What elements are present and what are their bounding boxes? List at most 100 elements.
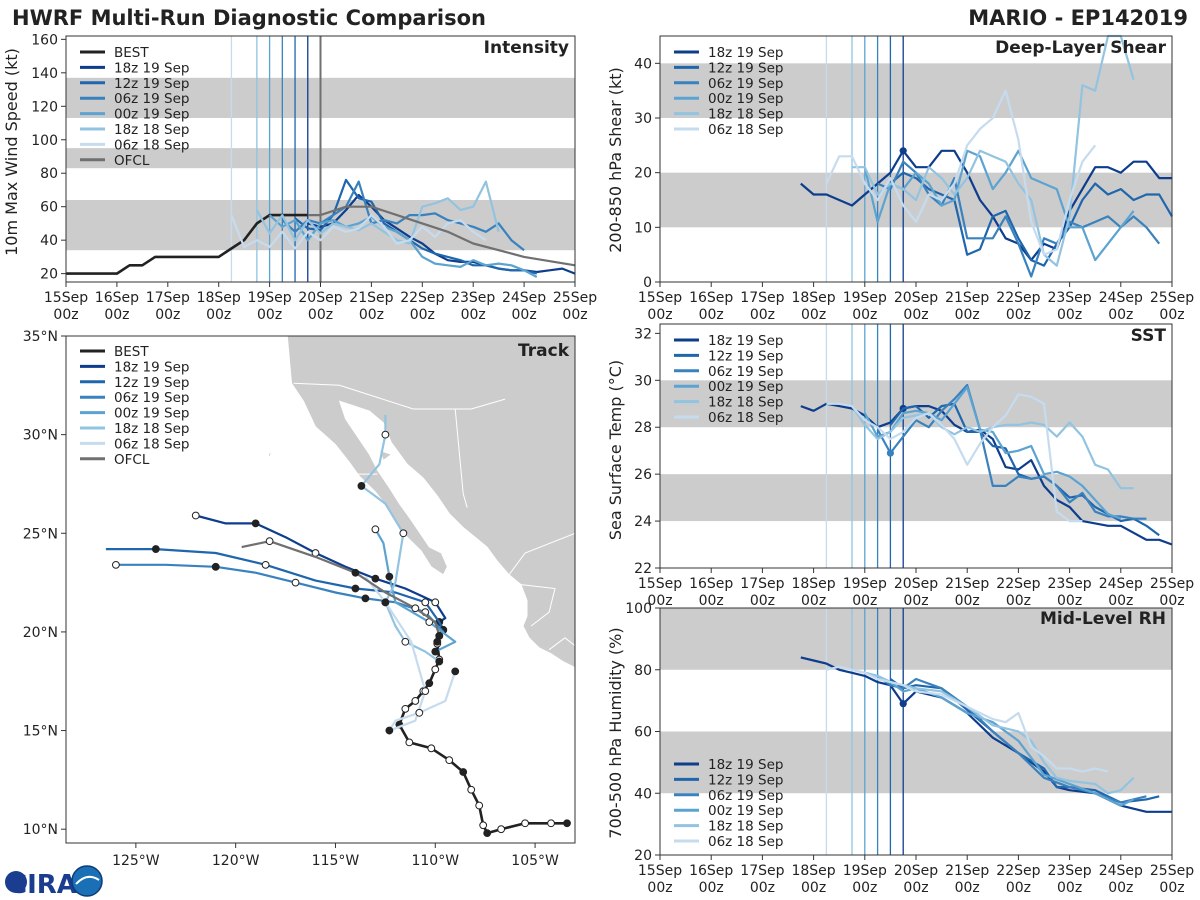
shear-xtick-date: 18Sep — [791, 290, 835, 306]
land-island-guadalupe — [268, 450, 272, 459]
shear-xtick-hour: 00z — [801, 307, 826, 323]
sst-legend-label: 18z 19 Sep — [708, 333, 783, 349]
shear-xtick-hour: 00z — [1108, 307, 1133, 323]
rh-xtick-date: 16Sep — [689, 863, 733, 879]
track-xtick-label: 115°W — [312, 853, 360, 869]
track-point-12z-19-sep — [151, 545, 160, 553]
intensity-xtick-hour: 00z — [104, 307, 129, 323]
intensity-legend-label: 18z 18 Sep — [114, 122, 189, 138]
track-point-12z-19-sep — [351, 584, 360, 593]
rh-xtick-date: 18Sep — [791, 863, 835, 879]
intensity-ytick-label: 20 — [40, 267, 58, 283]
cira-logo: CIRA — [5, 865, 103, 900]
rh-ytick-label: 60 — [634, 725, 652, 741]
sst-xtick-date: 16Sep — [689, 576, 733, 592]
rh-xtick-hour: 00z — [647, 880, 672, 896]
intensity-xtick-date: 23Sep — [451, 290, 495, 306]
intensity-xtick-hour: 00z — [206, 307, 231, 323]
track-point-12z-19-sep — [421, 598, 430, 607]
figure-title: HWRF Multi-Run Diagnostic Comparison — [12, 6, 486, 30]
shear-xtick-hour: 00z — [647, 307, 672, 323]
shear-xtick-date: 19Sep — [843, 290, 887, 306]
rh-ytick-label: 40 — [634, 786, 652, 802]
shear-xtick-hour: 00z — [955, 307, 980, 323]
track-point-18z-19-sep — [371, 574, 380, 583]
rh-panel: 2040608010015Sep00z16Sep00z17Sep00z18Sep… — [625, 601, 1194, 896]
sst-series-00z-19-sep — [863, 386, 1122, 520]
sst-series-12z-19-sep — [889, 402, 1160, 537]
intensity-xtick-date: 24Sep — [502, 290, 546, 306]
intensity-xtick-date: 16Sep — [95, 290, 139, 306]
intensity-xtick-hour: 00z — [308, 307, 333, 323]
intensity-panel: 2040608010012014016015Sep00z16Sep00z17Se… — [31, 32, 597, 323]
track-xtick-label: 120°W — [212, 853, 260, 869]
sst-legend-label: 12z 19 Sep — [708, 348, 783, 364]
track-point-06z-18-sep — [381, 598, 390, 607]
intensity-xtick-date: 21Sep — [349, 290, 393, 306]
rh-ytick-label: 80 — [634, 663, 652, 679]
rh-legend-label: 06z 19 Sep — [708, 788, 783, 804]
shear-ytick-label: 10 — [634, 220, 652, 236]
track-legend-label: 06z 19 Sep — [114, 390, 189, 406]
shear-series-06z-19-sep — [877, 160, 1161, 278]
sst-ytick-label: 30 — [634, 373, 652, 389]
track-legend-label: 12z 19 Sep — [114, 375, 189, 391]
sst-xtick-hour: 00z — [1159, 593, 1184, 609]
shear-xtick-hour: 00z — [1159, 307, 1184, 323]
logo-text: CIRA — [8, 870, 77, 900]
intensity-xtick-hour: 00z — [562, 307, 587, 323]
logo-globe-icon — [71, 865, 103, 897]
rh-xtick-date: 22Sep — [996, 863, 1040, 879]
rh-xtick-hour: 00z — [1108, 880, 1133, 896]
rh-marker-18z-19-sep — [899, 700, 907, 708]
sst-series-06z-19-sep — [876, 383, 1147, 520]
sst-xtick-date: 21Sep — [945, 576, 989, 592]
rh-xtick-date: 21Sep — [945, 863, 989, 879]
sst-xtick-hour: 00z — [801, 593, 826, 609]
track-panel: 125°W 120°W 115°W 110°W 105°W 10°N 15°N 20°N 25°… — [23, 329, 576, 869]
intensity-ytick-label: 120 — [31, 99, 58, 115]
sst-ytick-label: 28 — [634, 420, 652, 436]
track-point-06z-18-sep — [415, 708, 424, 717]
track-point-best — [483, 829, 492, 838]
shear-series-12z-19-sep — [889, 171, 1173, 267]
intensity-xtick-hour: 00z — [359, 307, 384, 323]
track-point-best — [459, 768, 468, 776]
track-panel-title: Track — [518, 341, 570, 361]
track-map-area — [66, 336, 575, 843]
intensity-xtick-hour: 00z — [257, 307, 282, 323]
sst-xtick-hour: 00z — [647, 593, 672, 609]
track-point-06z-18-sep — [451, 667, 460, 676]
shear-xtick-date: 23Sep — [1047, 290, 1091, 306]
sst-band-0 — [660, 474, 1172, 522]
track-point-best — [405, 738, 414, 747]
intensity-legend-label: 06z 19 Sep — [114, 91, 189, 107]
sst-marker-06z-19-sep — [886, 449, 895, 457]
intensity-xtick-date: 22Sep — [400, 290, 444, 306]
track-ofcl — [241, 540, 441, 637]
rh-xtick-hour: 00z — [1057, 880, 1082, 896]
rh-xtick-hour: 00z — [750, 880, 775, 896]
rh-legend-label: 18z 18 Sep — [708, 819, 783, 835]
sst-xtick-date: 23Sep — [1047, 576, 1091, 592]
intensity-panel-title: Intensity — [484, 38, 569, 58]
state-border — [508, 532, 575, 575]
track-point-06z-19-sep — [291, 578, 300, 587]
rh-band-1 — [660, 608, 1172, 670]
track-ytick-label: 20°N — [23, 625, 58, 641]
track-point-ofcl — [411, 604, 420, 613]
sst-legend-label: 18z 18 Sep — [708, 395, 783, 411]
shear-xtick-date: 16Sep — [689, 290, 733, 306]
sst-series-06z-18-sep — [826, 393, 1083, 523]
intensity-legend-label: 06z 18 Sep — [114, 137, 189, 153]
shear-ylabel: 200-850 hPa Shear (kt) — [606, 67, 625, 253]
sst-ylabel: Sea Surface Temp (°C) — [606, 360, 625, 540]
shear-band-1 — [660, 63, 1172, 118]
shear-xtick-date: 24Sep — [1099, 290, 1143, 306]
shear-ytick-label: 0 — [643, 275, 652, 291]
intensity-xtick-date: 25Sep — [553, 290, 597, 306]
rh-xtick-date: 19Sep — [843, 863, 887, 879]
shear-series-18z-18-sep — [852, 34, 1135, 267]
track-point-ofcl — [265, 537, 274, 546]
